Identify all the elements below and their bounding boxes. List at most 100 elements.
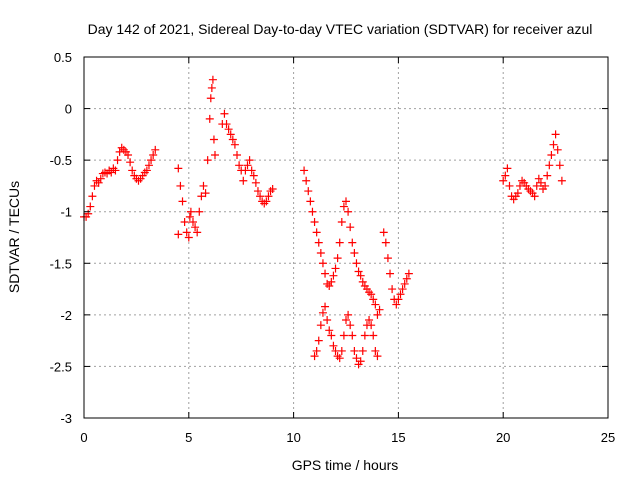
data-point: [536, 178, 545, 187]
chart-title: Day 142 of 2021, Sidereal Day-to-day VTE…: [88, 21, 593, 37]
data-point: [109, 164, 118, 173]
data-point: [329, 271, 338, 280]
data-point: [300, 166, 309, 175]
data-point: [249, 171, 258, 180]
data-point: [310, 218, 319, 227]
data-point: [530, 192, 539, 201]
data-point: [344, 207, 353, 216]
data-point: [325, 281, 334, 290]
data-point: [124, 150, 133, 159]
data-point: [402, 274, 411, 283]
data-point: [327, 331, 336, 340]
data-point: [186, 207, 195, 216]
data-point: [386, 269, 395, 278]
data-point: [356, 357, 365, 366]
data-point: [318, 259, 327, 268]
grid: [84, 57, 608, 418]
series-segment-4: [300, 166, 384, 319]
data-point: [107, 168, 116, 177]
data-point: [499, 176, 508, 185]
data-point: [394, 295, 403, 304]
data-point: [543, 171, 552, 180]
data-point: [518, 176, 527, 185]
data-point: [501, 171, 510, 180]
data-point: [220, 109, 229, 118]
data-point: [174, 230, 183, 239]
data-point: [84, 209, 93, 218]
data-point: [396, 290, 405, 299]
data-point: [193, 228, 202, 237]
data-point: [314, 238, 323, 247]
data-point: [182, 228, 191, 237]
data-point: [209, 135, 218, 144]
data-point: [379, 228, 388, 237]
data-point: [321, 269, 330, 278]
data-point: [316, 321, 325, 330]
data-point: [342, 316, 350, 325]
data-point: [335, 238, 344, 247]
data-point: [321, 302, 330, 311]
data-point: [367, 321, 376, 330]
data-point: [262, 197, 271, 206]
data-point: [191, 223, 200, 232]
data-point: [92, 176, 101, 185]
x-axis-label: GPS time / hours: [292, 457, 399, 473]
data-point: [346, 223, 355, 232]
data-point: [195, 207, 204, 216]
data-point: [323, 316, 332, 325]
data-point: [369, 331, 378, 340]
series-segment-6: [379, 228, 413, 309]
data-point: [243, 161, 252, 170]
data-point: [339, 331, 348, 340]
y-tick-label: -3: [60, 411, 72, 426]
data-point: [199, 181, 208, 190]
data-point: [553, 145, 562, 154]
data-point: [260, 199, 269, 208]
data-point: [323, 279, 332, 288]
data-point: [354, 267, 363, 276]
data-point: [360, 331, 369, 340]
data-point: [235, 161, 244, 170]
data-point: [228, 135, 237, 144]
data-point: [306, 197, 315, 206]
data-point: [549, 140, 558, 149]
data-point: [337, 218, 346, 227]
y-tick-label: -1.5: [50, 256, 72, 271]
data-point: [203, 156, 212, 165]
data-point: [94, 178, 103, 187]
data-point: [375, 305, 384, 314]
data-point: [245, 156, 254, 165]
y-tick-label: 0.5: [54, 50, 72, 65]
data-point: [344, 310, 353, 319]
data-point: [304, 187, 313, 196]
data-point: [151, 145, 160, 154]
data-point: [383, 254, 392, 263]
data-point: [117, 143, 126, 152]
data-point: [373, 310, 382, 319]
data-point: [400, 279, 409, 288]
data-point: [381, 238, 390, 247]
data-point: [302, 176, 311, 185]
data-point: [367, 290, 376, 299]
data-point: [392, 300, 401, 309]
data-point: [398, 285, 407, 294]
series-segment-1: [80, 143, 160, 221]
x-tick-label: 5: [185, 430, 192, 445]
data-point: [342, 197, 350, 206]
data-point: [346, 321, 355, 330]
data-point: [356, 271, 365, 280]
data-point: [557, 176, 566, 185]
data-point: [555, 161, 564, 170]
data-point: [201, 189, 210, 198]
data-point: [239, 176, 248, 185]
data-point: [111, 166, 120, 175]
data-point: [312, 228, 321, 237]
data-point: [331, 264, 340, 273]
data-point: [211, 150, 219, 159]
data-point: [526, 187, 535, 196]
data-point: [358, 277, 367, 286]
data-point: [230, 140, 239, 149]
data-point: [371, 300, 380, 309]
data-point: [318, 308, 327, 317]
data-point: [256, 192, 265, 201]
